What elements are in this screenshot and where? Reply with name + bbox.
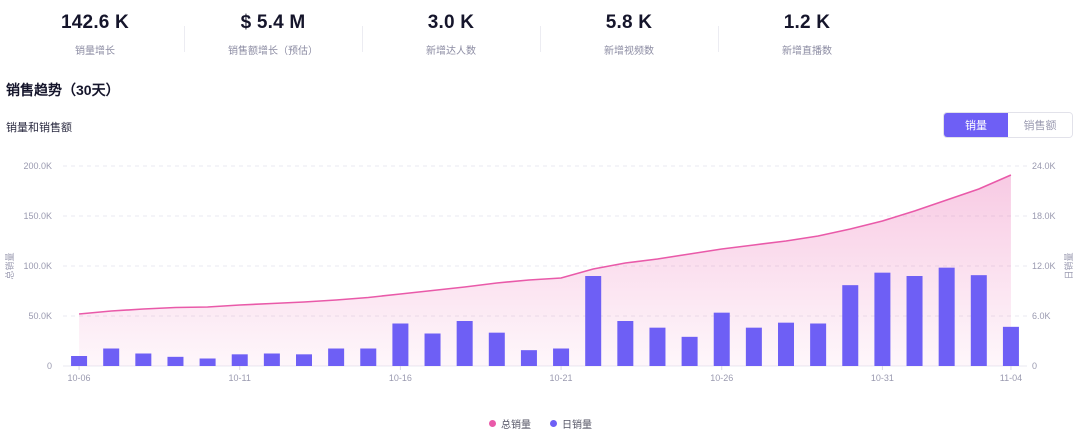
daily-sales-bar — [263, 353, 280, 366]
stat-new-videos: 5.8 K 新增视频数 — [540, 12, 718, 57]
daily-sales-bar — [970, 275, 987, 366]
daily-sales-bar — [874, 272, 891, 366]
legend-item-total[interactable]: 总销量 — [489, 416, 531, 431]
toggle-sales-amount[interactable]: 销售额 — [1008, 113, 1072, 137]
section-title: 销售趋势（30天） — [6, 82, 120, 98]
x-tick-label: 10-31 — [871, 373, 894, 383]
daily-sales-bar — [938, 267, 955, 366]
stat-value: 142.6 K — [61, 12, 129, 33]
total-sales-area — [79, 175, 1011, 366]
daily-sales-bar — [745, 327, 762, 366]
daily-sales-bar — [1002, 326, 1019, 366]
x-tick-label: 10-16 — [389, 373, 412, 383]
chart-legend: 总销量 日销量 — [0, 416, 1080, 431]
y2-axis-title: 日销量 — [1063, 252, 1074, 279]
daily-sales-bar — [296, 354, 312, 366]
stat-value: $ 5.4 M — [240, 12, 306, 33]
stat-label: 销量增长 — [75, 46, 115, 57]
daily-sales-bar — [103, 348, 120, 366]
y-tick-label: 100.0K — [23, 261, 52, 271]
toggle-sales-volume[interactable]: 销量 — [944, 113, 1008, 137]
stat-label: 新增视频数 — [604, 46, 654, 57]
legend-label: 日销量 — [562, 420, 592, 431]
daily-sales-bar — [842, 285, 859, 366]
daily-sales-bar — [231, 354, 248, 366]
daily-sales-bar — [553, 348, 570, 366]
daily-sales-bar — [810, 323, 827, 366]
stat-value: 3.0 K — [427, 12, 475, 33]
daily-sales-bar — [360, 348, 377, 366]
stat-label: 销售额增长（预估） — [228, 46, 318, 57]
daily-sales-bar — [167, 356, 184, 366]
x-tick-label: 11-04 — [1000, 373, 1022, 383]
daily-sales-bar — [456, 321, 473, 366]
y2-tick-label: 24.0K — [1032, 161, 1056, 171]
daily-sales-bar — [681, 336, 698, 366]
daily-sales-bar — [135, 353, 152, 366]
x-tick-label: 10-26 — [710, 373, 733, 383]
x-tick-label: 10-21 — [550, 373, 573, 383]
chart-subtitle: 销量和销售额 — [6, 122, 72, 134]
y-axis-title: 总销量 — [4, 252, 15, 279]
y-tick-label: 200.0K — [23, 161, 52, 171]
stats-row: 142.6 K 销量增长 $ 5.4 M 销售额增长（预估） 3.0 K 新增达… — [0, 0, 900, 70]
stat-new-lives: 1.2 K 新增直播数 — [718, 12, 896, 57]
y-tick-label: 50.0K — [28, 311, 52, 321]
daily-sales-bar — [617, 321, 634, 366]
stat-new-creators: 3.0 K 新增达人数 — [362, 12, 540, 57]
daily-sales-bar — [585, 276, 602, 366]
metric-toggle: 销量 销售额 — [943, 112, 1073, 138]
daily-sales-bar — [906, 276, 923, 366]
y-tick-label: 150.0K — [23, 211, 52, 221]
daily-sales-bar — [328, 348, 345, 366]
stat-divider — [540, 26, 541, 52]
stat-divider — [362, 26, 363, 52]
daily-sales-bar — [649, 327, 666, 366]
daily-sales-bar — [392, 323, 409, 366]
y-tick-label: 0 — [47, 361, 52, 371]
daily-sales-bar — [199, 358, 216, 366]
daily-sales-bar — [713, 312, 730, 366]
legend-item-daily[interactable]: 日销量 — [550, 416, 592, 431]
daily-sales-bar — [71, 356, 88, 366]
y2-tick-label: 18.0K — [1032, 211, 1056, 221]
stat-value: 1.2 K — [783, 12, 831, 33]
daily-sales-bar — [488, 332, 505, 366]
stat-value: 5.8 K — [605, 12, 653, 33]
stat-revenue-growth: $ 5.4 M 销售额增长（预估） — [184, 12, 362, 57]
legend-label: 总销量 — [501, 420, 531, 431]
stat-sales-growth: 142.6 K 销量增长 — [6, 12, 184, 57]
stat-label: 新增直播数 — [782, 46, 832, 57]
stat-divider — [718, 26, 719, 52]
x-tick-label: 10-06 — [68, 373, 91, 383]
daily-sales-bar — [520, 350, 537, 366]
daily-sales-bar — [424, 333, 441, 366]
x-tick-label: 10-11 — [229, 373, 251, 383]
total-sales-line — [78, 174, 1012, 315]
stat-divider — [184, 26, 185, 52]
y2-tick-label: 6.0K — [1032, 311, 1051, 321]
legend-dot-daily — [550, 420, 557, 427]
daily-sales-bar — [778, 322, 794, 366]
y2-tick-label: 12.0K — [1032, 261, 1056, 271]
legend-dot-total — [489, 420, 496, 427]
stat-label: 新增达人数 — [426, 46, 476, 57]
y2-tick-label: 0 — [1032, 361, 1037, 371]
